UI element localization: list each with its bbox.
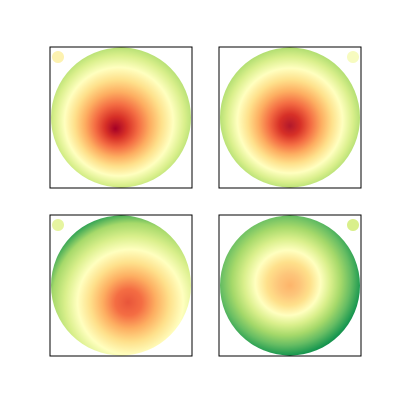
topomap-disc xyxy=(220,215,360,356)
panel xyxy=(49,46,193,189)
panel-frame xyxy=(218,214,362,357)
panel xyxy=(49,214,193,357)
corner-marker xyxy=(347,219,359,231)
panel-frame xyxy=(49,214,193,357)
topomap-disc xyxy=(51,47,191,188)
corner-marker xyxy=(52,219,64,231)
topomap-disc xyxy=(220,47,360,188)
corner-marker xyxy=(52,51,64,63)
panel-frame xyxy=(49,46,193,189)
panel xyxy=(218,46,362,189)
panel-frame xyxy=(218,46,362,189)
corner-marker xyxy=(347,51,359,63)
topomap-disc xyxy=(51,215,191,356)
panel xyxy=(218,214,362,357)
